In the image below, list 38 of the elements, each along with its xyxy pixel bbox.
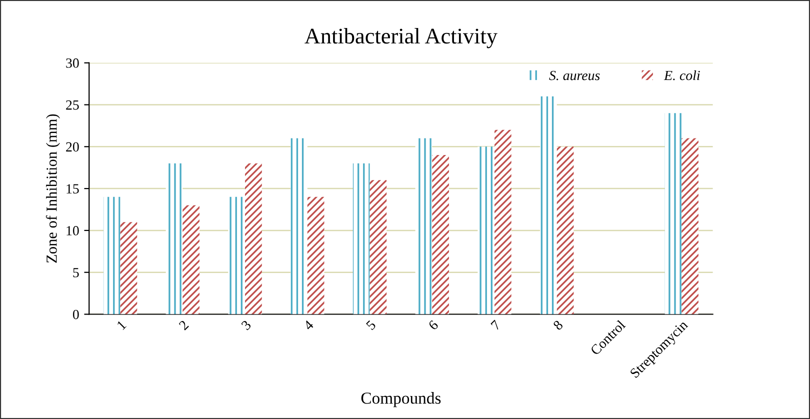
y-axis-title: Zone of Inhibition (mm) xyxy=(46,114,60,263)
bar xyxy=(166,163,183,314)
y-tick-label: 25 xyxy=(66,100,79,110)
chart-title: Antibacterial Activity xyxy=(304,28,498,48)
x-tick-label: 6 xyxy=(428,320,439,331)
bar xyxy=(307,196,324,314)
bar xyxy=(352,163,370,314)
legend-label: S. aureus xyxy=(549,70,600,80)
x-tick-label: 5 xyxy=(366,320,376,330)
y-tick-label: 5 xyxy=(73,268,79,278)
bar xyxy=(682,138,698,314)
bar xyxy=(556,146,574,314)
bar xyxy=(664,113,682,314)
x-tick-label: 2 xyxy=(178,320,189,330)
bar xyxy=(415,138,432,314)
bar xyxy=(182,205,200,314)
bar xyxy=(103,196,120,314)
legend-label: E. coli xyxy=(664,70,700,80)
bar xyxy=(290,138,308,314)
x-tick-label: 4 xyxy=(303,320,314,331)
x-tick-label: 1 xyxy=(116,320,127,330)
y-tick-label: 10 xyxy=(66,226,79,236)
bar xyxy=(245,163,262,314)
bar xyxy=(432,155,449,314)
x-tick-label: 7 xyxy=(490,320,502,330)
x-axis-title: Compounds xyxy=(361,392,441,408)
bar xyxy=(370,180,387,314)
x-tick-label: 8 xyxy=(552,320,564,331)
y-tick-label: 20 xyxy=(66,142,79,152)
bar xyxy=(228,196,246,314)
y-tick-label: 30 xyxy=(66,58,79,68)
bar xyxy=(120,222,138,314)
y-tick-label: 15 xyxy=(66,184,79,194)
y-tick-label: 0 xyxy=(72,310,79,320)
x-tick-label: 3 xyxy=(240,320,252,330)
bar xyxy=(494,130,512,314)
bar xyxy=(540,96,557,314)
bar xyxy=(478,146,495,314)
